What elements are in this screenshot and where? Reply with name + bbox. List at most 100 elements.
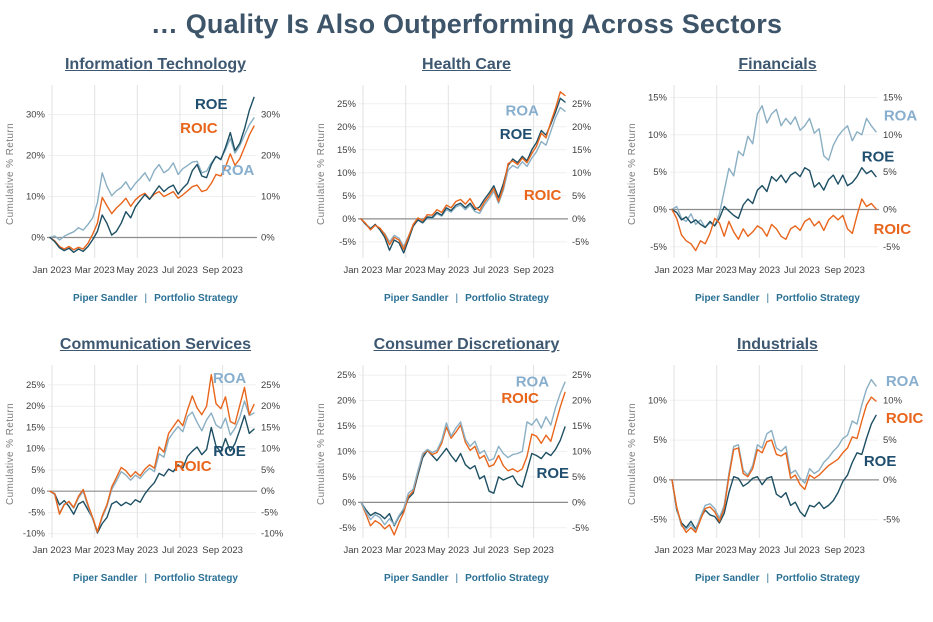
svg-text:-5%: -5% [883, 515, 900, 526]
svg-text:-5%: -5% [650, 242, 667, 253]
chart-source: Piper Sandler | Portfolio Strategy [695, 293, 860, 304]
svg-text:15%: 15% [572, 421, 592, 432]
svg-text:10%: 10% [261, 192, 281, 203]
svg-text:15%: 15% [572, 145, 592, 156]
svg-text:25%: 25% [336, 370, 356, 381]
chart-consumer-discretionary: Consumer Discretionary Jan 2023 Mar 2023 M… [311, 322, 622, 602]
svg-text:Mar 2023: Mar 2023 [696, 545, 736, 556]
svg-text:Sep 2023: Sep 2023 [202, 265, 243, 276]
svg-text:ROE: ROE [213, 443, 246, 460]
svg-text:0%: 0% [261, 486, 275, 497]
source-separator: | [455, 293, 459, 304]
chart-plot-consumer-discretionary: Jan 2023 Mar 2023 May 2023 Jul 2023 Sep 2023… [316, 365, 592, 556]
source-brand: Piper Sandler [695, 293, 760, 304]
svg-text:Cumulative % Return: Cumulative % Return [627, 403, 638, 505]
svg-text:May 2023: May 2023 [116, 545, 158, 556]
svg-text:0%: 0% [572, 214, 586, 225]
source-separator: | [144, 293, 148, 304]
svg-text:ROIC: ROIC [501, 390, 539, 407]
svg-text:Mar 2023: Mar 2023 [385, 265, 425, 276]
svg-text:ROIC: ROIC [885, 410, 923, 427]
chart-industrials: Industrials Jan 2023 Mar 2023 May 2023 Jul … [622, 322, 933, 602]
chart-title: Communication Services [59, 336, 252, 353]
chart-source: Piper Sandler | Portfolio Strategy [695, 573, 860, 584]
svg-text:0%: 0% [883, 475, 897, 486]
svg-text:Sep 2023: Sep 2023 [513, 545, 554, 556]
slide: … Quality Is Also Outperforming Across S… [0, 9, 933, 622]
svg-text:May 2023: May 2023 [738, 545, 780, 556]
svg-text:20%: 20% [261, 401, 281, 412]
chart-source: Piper Sandler | Portfolio Strategy [73, 573, 238, 584]
source-brand: Piper Sandler [695, 573, 760, 584]
chart-source: Piper Sandler | Portfolio Strategy [384, 573, 549, 584]
svg-text:25%: 25% [336, 99, 356, 110]
chart-financials: Financials Jan 2023 Mar 2023 May 2023 Jul 2… [622, 42, 933, 322]
svg-text:-5%: -5% [572, 523, 589, 534]
page-title: … Quality Is Also Outperforming Across S… [150, 9, 783, 39]
svg-text:Jan 2023: Jan 2023 [343, 265, 382, 276]
svg-text:Sep 2023: Sep 2023 [824, 265, 865, 276]
svg-text:Mar 2023: Mar 2023 [385, 545, 425, 556]
svg-text:20%: 20% [572, 396, 592, 407]
svg-text:10%: 10% [336, 168, 356, 179]
svg-text:Mar 2023: Mar 2023 [74, 265, 114, 276]
svg-text:Jul 2023: Jul 2023 [783, 545, 819, 556]
svg-text:5%: 5% [261, 465, 275, 476]
svg-text:ROIC: ROIC [523, 187, 561, 204]
svg-text:ROA: ROA [221, 162, 255, 179]
svg-text:-5%: -5% [883, 242, 900, 253]
svg-text:-5%: -5% [572, 237, 589, 248]
svg-text:ROA: ROA [212, 370, 246, 387]
source-brand: Piper Sandler [384, 293, 449, 304]
svg-text:15%: 15% [25, 422, 45, 433]
chart-title: Consumer Discretionary [373, 336, 560, 353]
svg-text:ROA: ROA [505, 102, 539, 119]
svg-text:30%: 30% [25, 110, 45, 121]
source-team: Portfolio Strategy [776, 573, 860, 584]
svg-text:ROE: ROE [861, 149, 894, 166]
svg-text:-5%: -5% [261, 508, 278, 519]
svg-text:15%: 15% [336, 145, 356, 156]
svg-text:10%: 10% [261, 444, 281, 455]
svg-text:ROE: ROE [194, 96, 227, 113]
svg-text:10%: 10% [647, 130, 667, 141]
svg-text:25%: 25% [572, 99, 592, 110]
svg-text:-5%: -5% [28, 508, 45, 519]
svg-text:0%: 0% [653, 475, 667, 486]
svg-text:0%: 0% [653, 205, 667, 216]
svg-text:10%: 10% [883, 395, 903, 406]
svg-text:ROIC: ROIC [873, 221, 911, 238]
chart-information-technology: Information Technology Jan 2023 Mar 2023 M… [0, 42, 311, 322]
chart-plot-industrials: Jan 2023 Mar 2023 May 2023 Jul 2023 Sep 2023… [627, 365, 923, 556]
svg-text:30%: 30% [261, 110, 281, 121]
svg-text:10%: 10% [572, 168, 592, 179]
source-team: Portfolio Strategy [154, 573, 238, 584]
svg-text:Jan 2023: Jan 2023 [32, 545, 71, 556]
source-team: Portfolio Strategy [465, 573, 549, 584]
chart-title: Health Care [422, 56, 511, 73]
svg-text:5%: 5% [31, 465, 45, 476]
svg-text:0%: 0% [883, 205, 897, 216]
svg-text:Jul 2023: Jul 2023 [783, 265, 819, 276]
svg-text:Sep 2023: Sep 2023 [513, 265, 554, 276]
svg-text:ROE: ROE [499, 126, 532, 143]
svg-text:Jan 2023: Jan 2023 [343, 545, 382, 556]
svg-text:ROIC: ROIC [180, 120, 218, 137]
chart-title: Financials [738, 56, 817, 73]
source-brand: Piper Sandler [73, 293, 138, 304]
svg-text:0%: 0% [572, 497, 586, 508]
svg-text:5%: 5% [572, 191, 586, 202]
svg-text:0%: 0% [342, 497, 356, 508]
svg-text:-5%: -5% [650, 515, 667, 526]
charts-grid: Information Technology Jan 2023 Mar 2023 M… [0, 42, 933, 602]
svg-text:15%: 15% [336, 421, 356, 432]
svg-text:10%: 10% [647, 395, 667, 406]
svg-text:20%: 20% [25, 151, 45, 162]
chart-title: Industrials [737, 336, 818, 353]
svg-text:20%: 20% [336, 396, 356, 407]
svg-text:Jan 2023: Jan 2023 [32, 265, 71, 276]
chart-plot-information-technology: Jan 2023 Mar 2023 May 2023 Jul 2023 Sep 2023… [5, 85, 281, 276]
svg-text:20%: 20% [572, 122, 592, 133]
svg-text:5%: 5% [653, 167, 667, 178]
source-separator: | [455, 573, 459, 584]
